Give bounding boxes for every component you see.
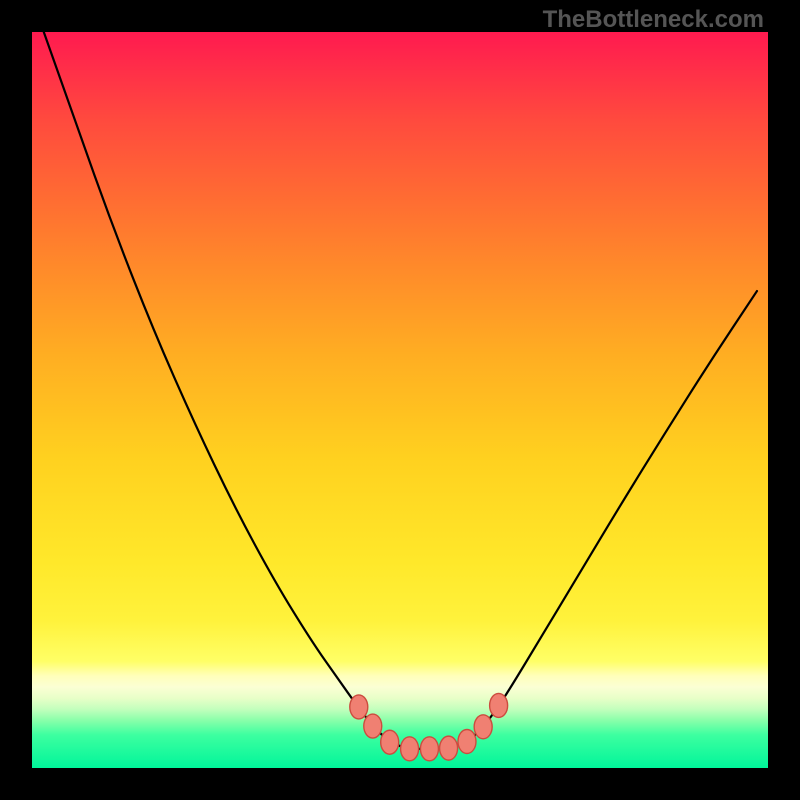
curve-marker — [440, 736, 458, 760]
curve-marker — [420, 737, 438, 761]
curve-marker — [401, 737, 419, 761]
bottleneck-curve — [44, 32, 757, 749]
curve-marker — [474, 715, 492, 739]
curve-marker — [350, 695, 368, 719]
curve-marker — [381, 730, 399, 754]
plot-area — [32, 32, 768, 768]
watermark-text: TheBottleneck.com — [543, 6, 764, 34]
curve-marker — [490, 693, 508, 717]
curve-marker — [458, 730, 476, 754]
curve-marker — [364, 714, 382, 738]
curve-layer — [32, 32, 768, 768]
chart-container: TheBottleneck.com — [0, 0, 800, 800]
